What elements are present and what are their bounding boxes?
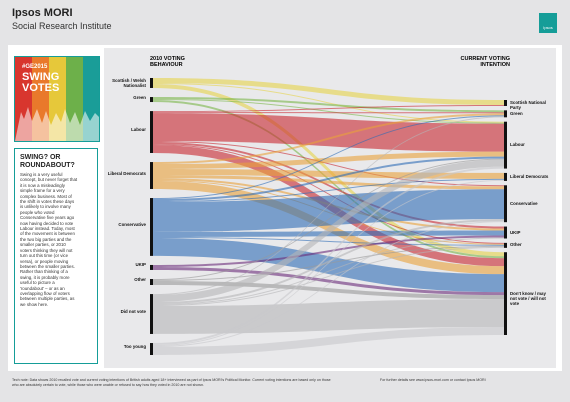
flow-ribbon: [153, 178, 504, 203]
target-label: Green: [510, 110, 523, 116]
source-title: 2010 VOTING BEHAVIOUR: [150, 56, 185, 68]
target-title: CURRENT VOTING INTENTION: [460, 56, 511, 68]
target-label: UKIP: [510, 229, 521, 235]
source-label: Other: [134, 277, 146, 282]
flow-ribbon: [153, 113, 504, 152]
poster-heading: SWING VOTES: [22, 71, 60, 94]
source-node: [150, 78, 153, 88]
flow-ribbon: [153, 116, 504, 296]
target-node: [504, 185, 507, 223]
target-node: [504, 252, 507, 335]
text-box: [14, 148, 98, 364]
sankey-chart: [104, 48, 556, 368]
flow-ribbon: [153, 144, 504, 244]
tech-note: Tech note: Data shows 2010 recalled vote…: [12, 378, 331, 387]
flow-ribbon: [153, 151, 504, 170]
poster-tag: #GE2015: [22, 64, 48, 70]
flow-ribbon: [153, 97, 504, 105]
flow-ribbon: [153, 117, 504, 344]
poster: [14, 56, 100, 142]
source-node: [150, 294, 153, 334]
flow-ribbon: [153, 105, 504, 280]
flow-ribbon: [153, 237, 504, 281]
source-node: [150, 111, 153, 153]
source-label: Scottish / Welsh Nationalist: [112, 77, 146, 88]
flow-ribbon: [153, 142, 504, 229]
source-node: [150, 343, 153, 355]
flow-ribbon: [153, 179, 504, 347]
target-label: Don't know / may not vote / will not vot…: [510, 290, 546, 306]
flow-ribbon: [153, 159, 504, 303]
target-node: [504, 226, 507, 239]
flow-ribbon: [153, 189, 504, 232]
flow-ribbon: [153, 78, 504, 105]
source-label: Liberal Democrats: [107, 170, 146, 176]
poster-art: [15, 57, 99, 141]
flow-ribbon: [153, 236, 504, 246]
flow-ribbon: [153, 166, 504, 346]
flow-ribbon: [153, 83, 504, 257]
target-node: [504, 121, 507, 169]
flow-ribbon: [153, 327, 504, 355]
flow-ribbon: [153, 221, 504, 348]
flow-ribbon: [153, 99, 504, 124]
source-node: [150, 279, 153, 286]
target-label: Labour: [510, 142, 525, 148]
source-label: Labour: [131, 127, 146, 133]
source-node: [150, 264, 153, 270]
title: Ipsos MORI: [12, 7, 73, 19]
flow-ribbon: [153, 158, 504, 281]
source-label: UKIP: [135, 262, 147, 268]
contact: For further details see www.ipsos-mori.c…: [380, 378, 486, 382]
source-node: [150, 198, 153, 256]
source-label: Green: [133, 94, 146, 100]
flow-ribbon: [153, 112, 504, 114]
flow-ribbon: [153, 246, 504, 307]
source-label: Conservative: [118, 221, 146, 227]
flow-ribbon: [153, 219, 504, 305]
target-node: [504, 100, 507, 106]
source-node: [150, 162, 153, 189]
target-node: [504, 242, 507, 248]
flow-ribbon: [153, 105, 504, 199]
flow-ribbon: [153, 83, 504, 227]
sidebar-question: SWING? OR ROUNDABOUT?: [20, 154, 75, 169]
flow-ribbon: [153, 237, 504, 293]
flow-ribbon: [153, 113, 504, 165]
flow-ribbon: [153, 104, 504, 113]
source-node: [150, 97, 153, 103]
source-label: Too young: [123, 344, 146, 350]
flow-ribbon: [153, 82, 504, 123]
flow-ribbon: [153, 266, 504, 296]
target-label: Conservative: [510, 200, 538, 206]
target-label: Scottish National Party: [510, 99, 546, 110]
flow-ribbon: [153, 97, 504, 113]
target-label: Liberal Democrats: [510, 173, 549, 179]
subtitle: Social Research Institute: [12, 21, 112, 31]
target-node: [504, 110, 507, 118]
flow-ribbon: [153, 141, 504, 187]
sidebar-body: Swing is a very useful concept, but neve…: [20, 172, 78, 307]
target-node: [504, 172, 507, 181]
flow-ribbon: [153, 235, 504, 267]
flow-ribbon: [153, 179, 504, 303]
flow-ribbon: [153, 219, 504, 281]
logo: Ipsos: [539, 13, 557, 33]
source-label: Did not vote: [120, 309, 146, 315]
target-label: Other: [510, 242, 522, 248]
flow-ribbon: [153, 115, 504, 200]
flow-ribbon: [153, 237, 504, 306]
flow-ribbon: [153, 156, 504, 202]
